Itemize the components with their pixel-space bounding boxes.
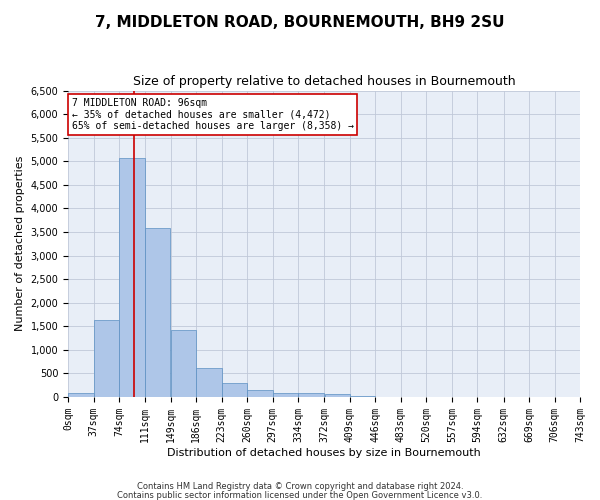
Bar bbox=[94, 320, 119, 397]
Text: 7 MIDDLETON ROAD: 96sqm
← 35% of detached houses are smaller (4,472)
65% of semi: 7 MIDDLETON ROAD: 96sqm ← 35% of detache… bbox=[71, 98, 353, 131]
Bar bbox=[222, 384, 247, 397]
Bar bbox=[145, 228, 170, 397]
Bar bbox=[247, 390, 272, 397]
Bar bbox=[350, 396, 375, 397]
Bar bbox=[325, 394, 350, 397]
Y-axis label: Number of detached properties: Number of detached properties bbox=[15, 156, 25, 332]
Bar bbox=[298, 394, 323, 397]
Bar bbox=[196, 368, 221, 397]
Text: Contains public sector information licensed under the Open Government Licence v3: Contains public sector information licen… bbox=[118, 490, 482, 500]
Text: 7, MIDDLETON ROAD, BOURNEMOUTH, BH9 2SU: 7, MIDDLETON ROAD, BOURNEMOUTH, BH9 2SU bbox=[95, 15, 505, 30]
Bar bbox=[68, 394, 94, 397]
Bar bbox=[119, 158, 145, 397]
Title: Size of property relative to detached houses in Bournemouth: Size of property relative to detached ho… bbox=[133, 75, 515, 88]
Text: Contains HM Land Registry data © Crown copyright and database right 2024.: Contains HM Land Registry data © Crown c… bbox=[137, 482, 463, 491]
Bar bbox=[171, 330, 196, 397]
X-axis label: Distribution of detached houses by size in Bournemouth: Distribution of detached houses by size … bbox=[167, 448, 481, 458]
Bar bbox=[273, 392, 298, 397]
